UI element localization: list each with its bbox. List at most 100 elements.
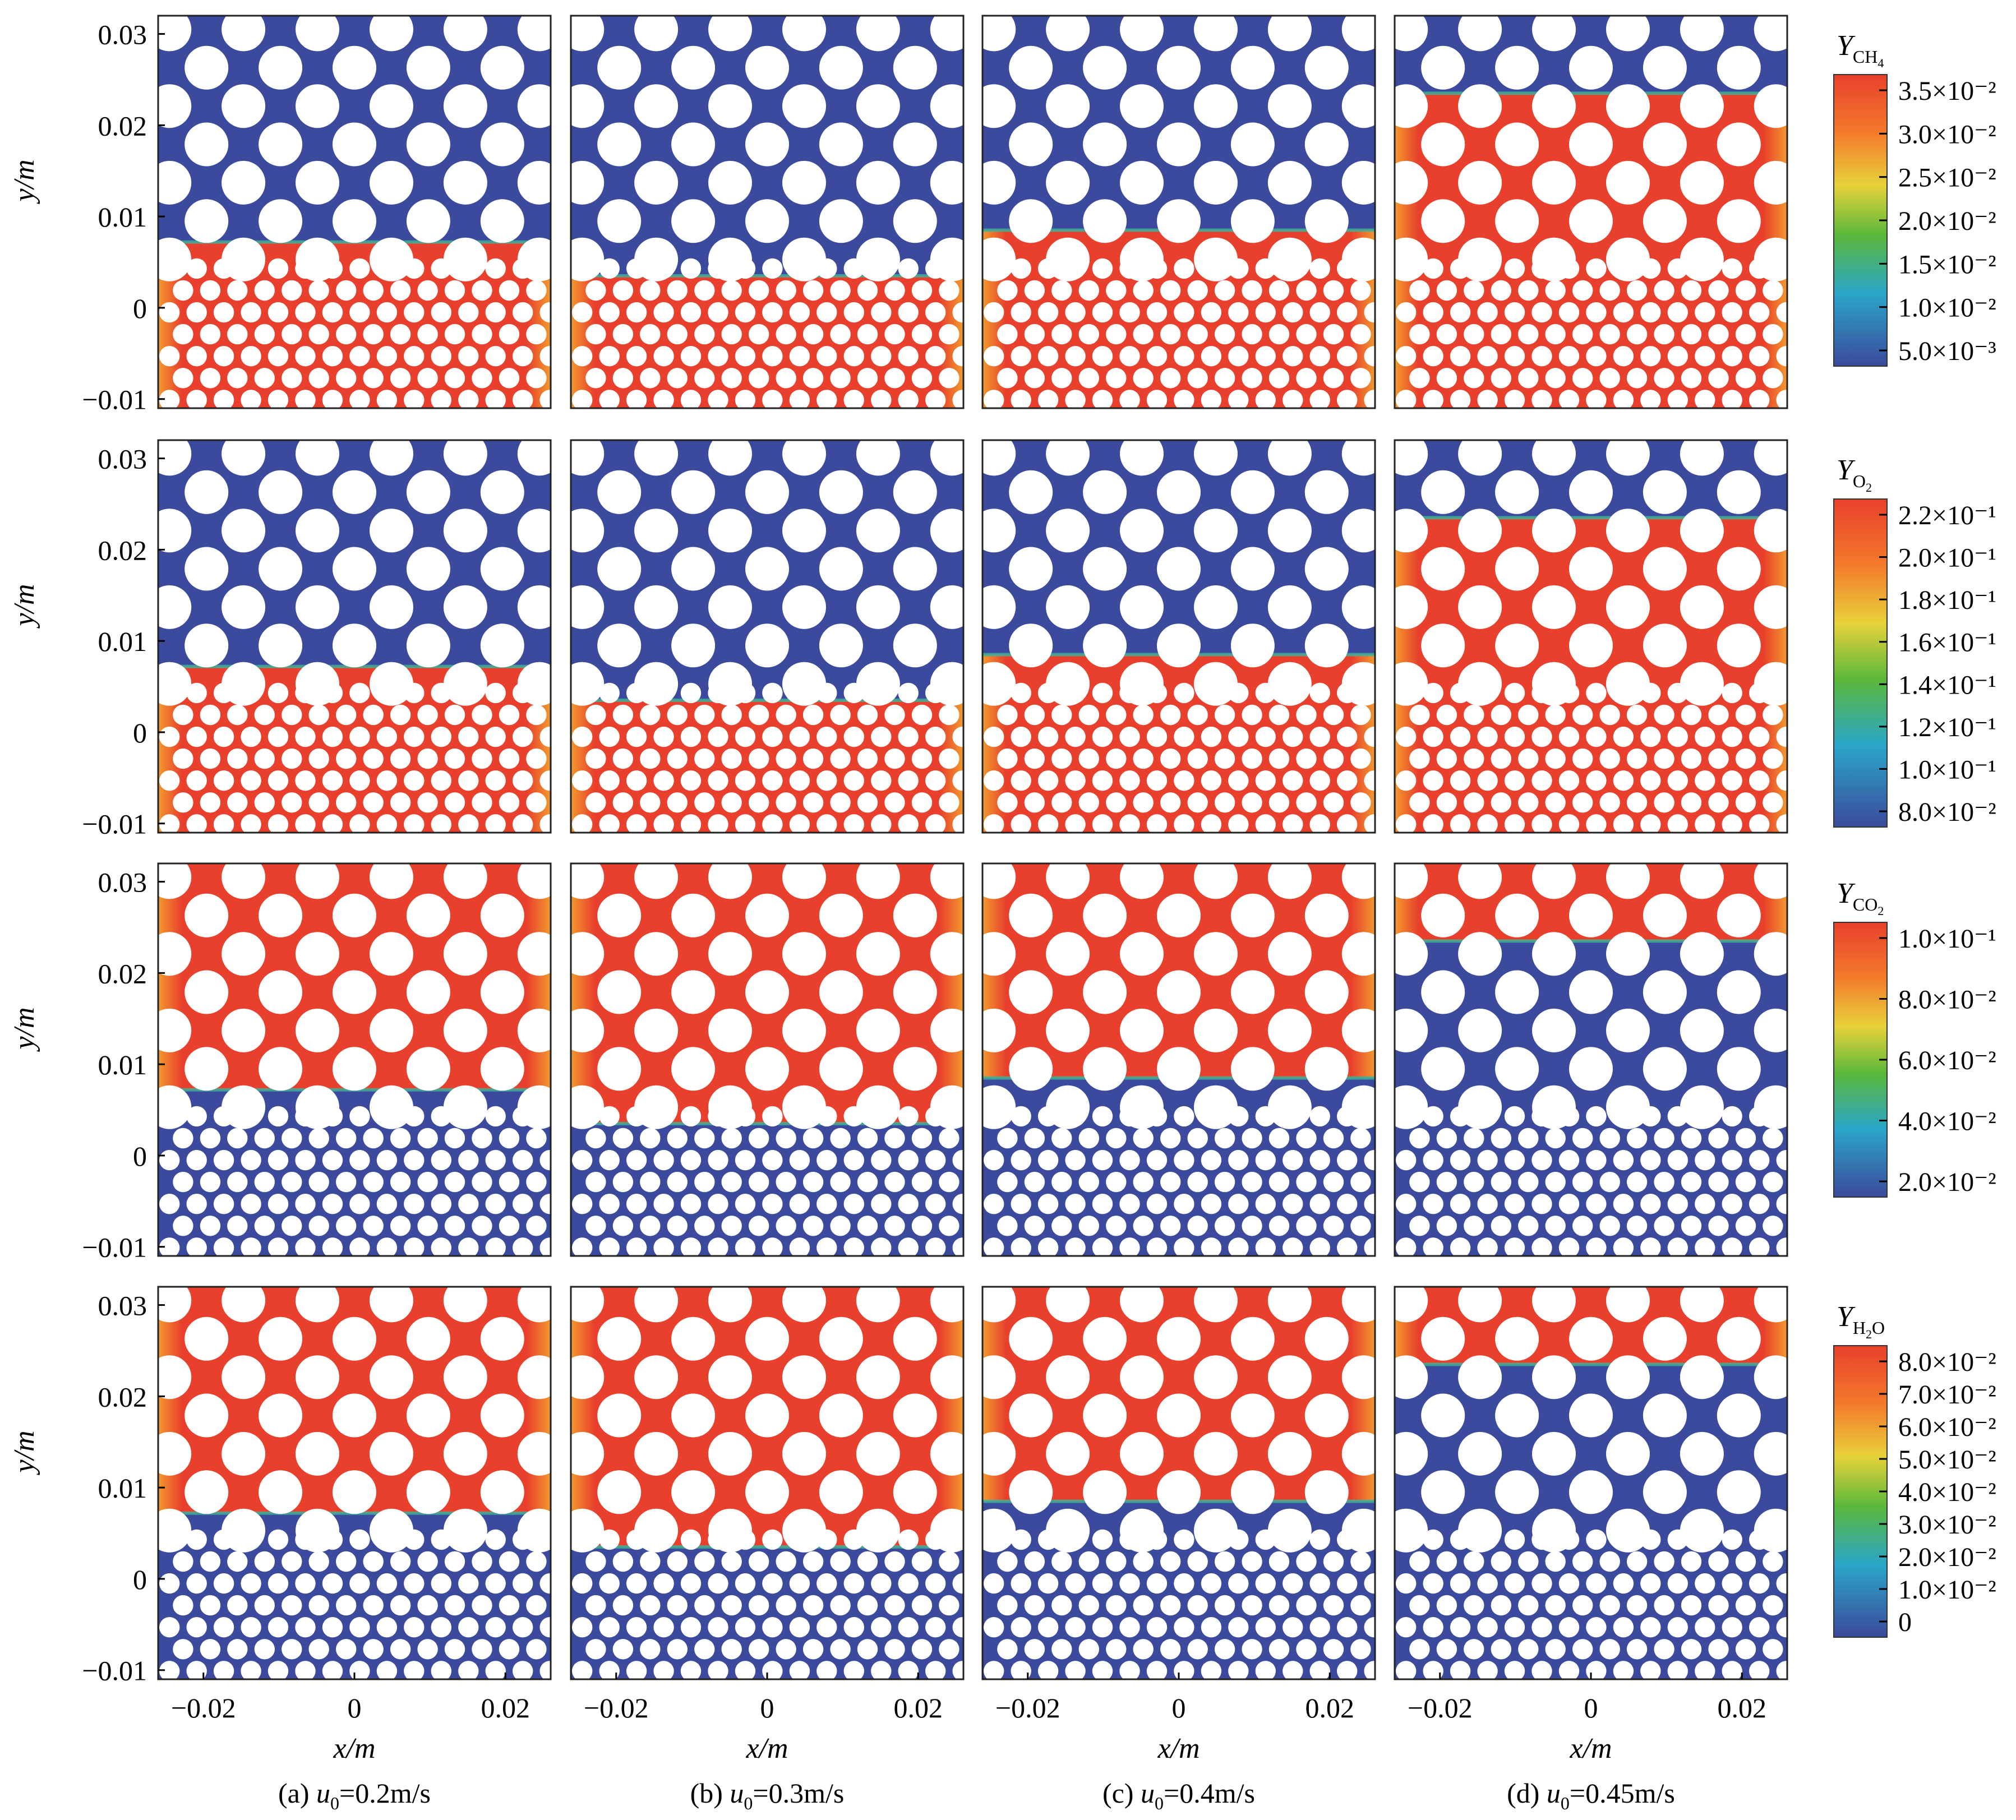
particle [333, 970, 376, 1014]
particle [694, 704, 715, 726]
particle [1450, 1573, 1471, 1594]
panel-caption: (a) u0=0.2m/s [278, 1777, 431, 1813]
particle [1384, 432, 1428, 476]
particle [1119, 390, 1140, 410]
particle [526, 704, 547, 726]
particle [159, 1529, 180, 1550]
particle [406, 45, 450, 90]
particle [1255, 1237, 1276, 1258]
particle [1341, 1278, 1386, 1323]
particle [485, 726, 506, 747]
particle [789, 1149, 810, 1171]
particle [1255, 1617, 1276, 1638]
particle [735, 682, 756, 704]
particle [1458, 855, 1502, 899]
particle [406, 1317, 450, 1361]
particle [1569, 547, 1613, 591]
particle [930, 855, 974, 899]
particle [431, 302, 451, 323]
particle [1078, 1216, 1100, 1236]
particle [406, 547, 450, 591]
particle [819, 970, 863, 1014]
particle [762, 1617, 783, 1638]
particle [1667, 346, 1688, 367]
particle [322, 1106, 343, 1127]
particle [1491, 324, 1511, 345]
particle [458, 682, 479, 704]
particle [1717, 1470, 1761, 1514]
particle [1011, 390, 1031, 410]
particle [1230, 45, 1275, 90]
particle [333, 45, 376, 90]
particle [517, 855, 561, 899]
particle [585, 748, 606, 769]
particle [1695, 346, 1715, 367]
particle [680, 258, 702, 279]
particle [1450, 1617, 1471, 1638]
particle [1531, 1149, 1552, 1171]
particle [376, 1617, 398, 1638]
particle [612, 1171, 634, 1193]
particle [680, 390, 702, 410]
particle [1626, 1595, 1648, 1616]
particle [1640, 726, 1661, 747]
particle [1228, 1106, 1249, 1127]
particle [1458, 1431, 1502, 1476]
particle [499, 1595, 520, 1616]
particle [898, 1529, 919, 1550]
panel-caption: (b) u0=0.3m/s [690, 1777, 845, 1813]
particle [708, 1431, 752, 1476]
particle [843, 1573, 865, 1594]
particle [925, 682, 946, 704]
particle [653, 1661, 674, 1682]
particle [472, 280, 492, 301]
particle [1409, 324, 1430, 345]
particle [222, 432, 266, 476]
y-tick-label: 0.01 [98, 1472, 147, 1504]
particle [1613, 1617, 1634, 1638]
particle [259, 1047, 303, 1091]
particle [680, 1194, 702, 1214]
particle [1599, 324, 1620, 345]
particle [721, 1216, 742, 1236]
particle [213, 814, 234, 835]
particle [1242, 792, 1262, 813]
particle [1409, 748, 1430, 769]
particle [856, 932, 900, 976]
particle [1009, 122, 1053, 167]
particle [376, 814, 398, 835]
particle [1495, 470, 1539, 514]
particle [1037, 770, 1059, 791]
particle [1201, 258, 1222, 279]
particle [1283, 346, 1303, 367]
particle [1545, 748, 1566, 769]
particle [857, 792, 878, 813]
particle [694, 1639, 715, 1660]
particle [1626, 704, 1648, 726]
particle [830, 1171, 851, 1193]
particle [1160, 280, 1181, 301]
particle [653, 302, 674, 323]
particle [295, 1573, 316, 1594]
particle [1201, 1617, 1222, 1638]
particle [458, 1573, 479, 1594]
particle [1606, 84, 1650, 128]
particle [1267, 1008, 1312, 1052]
particle [363, 1128, 384, 1149]
particle [295, 1106, 316, 1127]
particle [363, 324, 384, 345]
particle [1396, 1661, 1417, 1682]
particle [1119, 1237, 1140, 1258]
particle [708, 1529, 728, 1550]
particle [517, 1008, 561, 1052]
particle [1267, 855, 1312, 899]
particle [708, 432, 752, 476]
particle [1458, 84, 1502, 128]
particle [984, 1149, 1004, 1171]
particle [513, 726, 533, 747]
particle [1558, 1106, 1580, 1127]
particle [254, 368, 275, 389]
particle [1504, 726, 1525, 747]
particle [1255, 1529, 1276, 1550]
particle [404, 1617, 425, 1638]
